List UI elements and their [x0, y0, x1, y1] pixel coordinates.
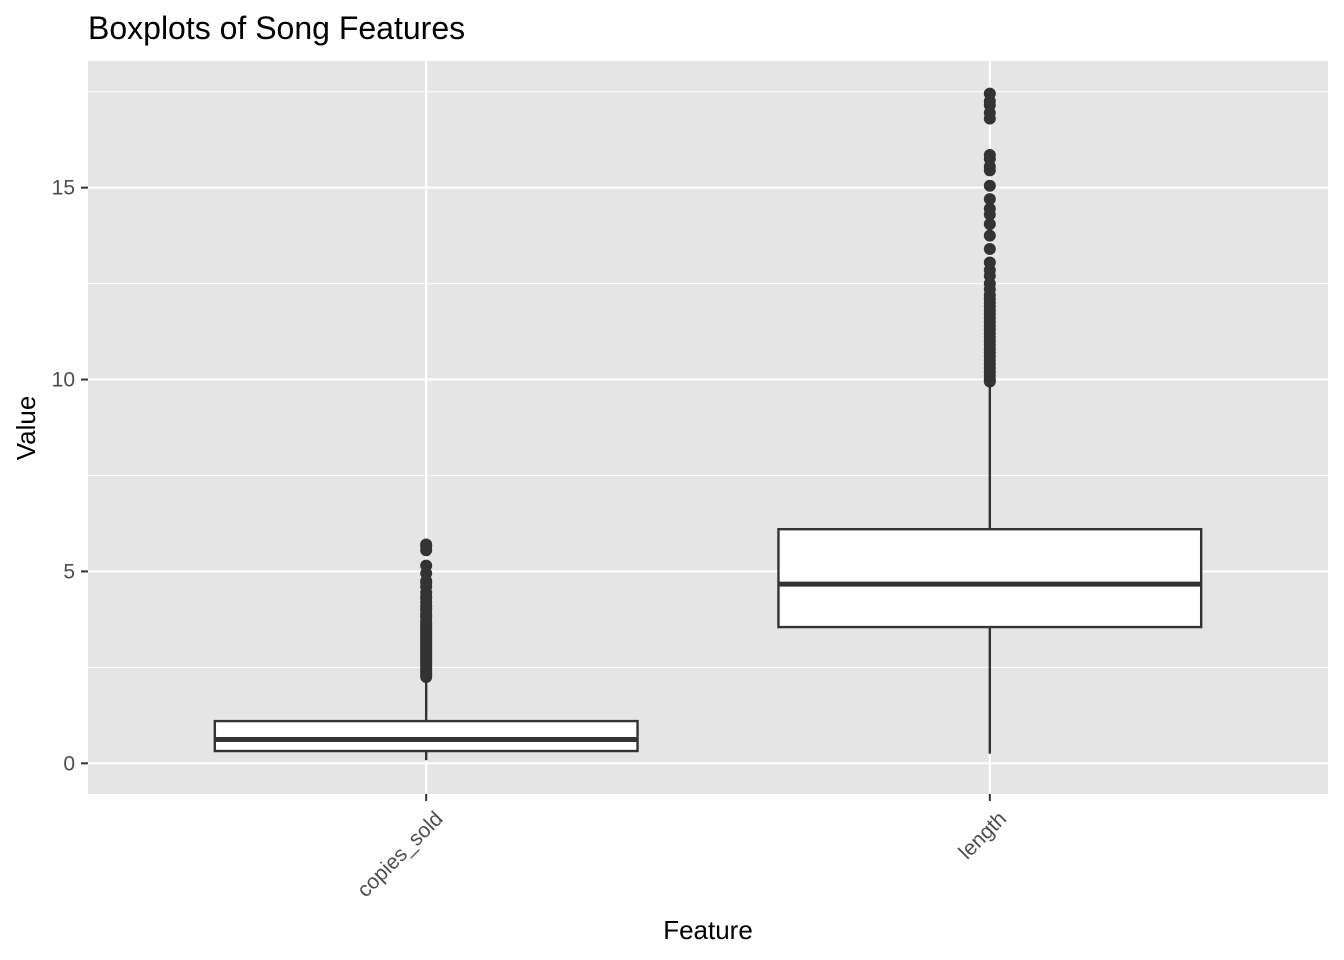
x-tick-label: copies_sold — [353, 807, 448, 902]
y-tick-label: 10 — [52, 369, 75, 392]
box-iqr — [213, 719, 639, 753]
x-axis: copies_sold length — [353, 794, 1011, 902]
boxes — [213, 87, 1203, 761]
outlier-point — [983, 179, 996, 192]
outlier-point — [983, 229, 996, 242]
outlier-point — [983, 218, 996, 231]
outlier-point — [983, 87, 996, 100]
y-tick-label: 0 — [63, 752, 75, 775]
outlier-point — [420, 559, 433, 572]
outlier-point — [983, 256, 996, 269]
outlier-point — [420, 538, 433, 551]
chart-title: Boxplots of Song Features — [88, 10, 465, 46]
box-iqr — [777, 527, 1203, 629]
y-tick-label: 5 — [63, 560, 75, 583]
y-tick-label: 15 — [52, 177, 75, 200]
x-axis-title: Feature — [663, 915, 753, 945]
y-axis: 0 5 10 15 — [52, 177, 88, 775]
y-axis-title: Value — [11, 396, 41, 461]
box-copies-sold — [213, 538, 639, 761]
outlier-point — [983, 193, 996, 206]
minor-gridlines — [88, 91, 1328, 668]
plot-panel — [88, 61, 1328, 794]
x-tick-label: length — [954, 807, 1011, 864]
outlier-point — [983, 202, 996, 215]
outlier-point — [983, 243, 996, 256]
outlier-point — [983, 149, 996, 162]
box-length — [777, 87, 1203, 754]
